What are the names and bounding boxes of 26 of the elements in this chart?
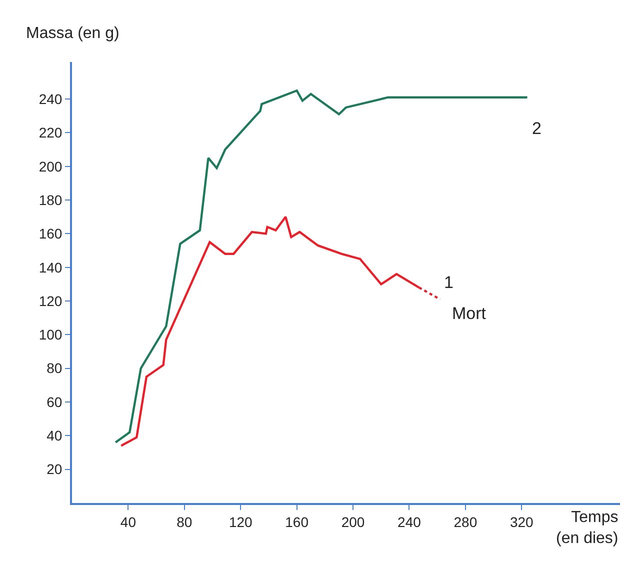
y-tick-label: 60 — [46, 394, 62, 410]
line-series — [114, 90, 528, 444]
y-axis-title: Massa (en g) — [26, 25, 120, 42]
x-tick-label: 320 — [510, 514, 534, 530]
annotation: 2 — [532, 119, 542, 138]
x-tick-label: 80 — [176, 514, 192, 530]
y-tick-label: 20 — [46, 461, 62, 478]
y-tick-label: 180 — [38, 192, 62, 208]
annotation: Mort — [452, 304, 486, 323]
y-tick-label: 100 — [38, 326, 62, 343]
x-axis-title: Temps (en dies) — [556, 509, 618, 547]
x-tick-label: 200 — [341, 514, 365, 530]
x-tick-label: 280 — [454, 514, 478, 530]
y-tick-label: 140 — [38, 259, 62, 276]
y-tick-label: 40 — [46, 428, 62, 444]
x-tick-label: 120 — [228, 514, 253, 530]
y-tick-label: 240 — [38, 90, 62, 107]
annotation: 1 — [444, 273, 454, 292]
x-tick-label: 40 — [120, 514, 136, 530]
y-tick-label: 80 — [46, 360, 62, 376]
x-tick-label: 240 — [398, 514, 422, 530]
y-tick-label: 160 — [38, 226, 62, 242]
y-tick-label: 200 — [38, 158, 62, 174]
y-tick-label: 220 — [38, 124, 62, 141]
y-tick-label: 120 — [38, 292, 62, 309]
x-tick-label: 160 — [285, 514, 309, 530]
